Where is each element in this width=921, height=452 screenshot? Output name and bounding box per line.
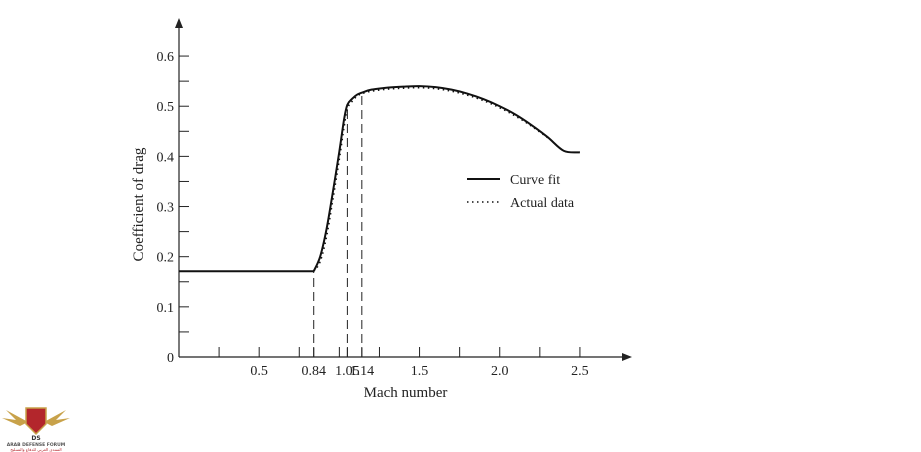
y-tick-label: 0 [167,351,174,366]
y-axis-label: Coefficient of drag [131,147,147,261]
reference-lines [313,92,363,357]
watermark-label: ARAB DEFENSE FORUM [7,442,66,448]
y-tick-label: 0.6 [157,50,175,65]
x-tick-label: 0.5 [250,364,268,379]
y-tick-label: 0.1 [157,301,175,316]
y-tick-label: 0.3 [157,201,175,216]
watermark-shield [25,407,47,436]
x-tick-label: 2.5 [571,364,589,379]
watermark-wing-right [44,410,70,426]
legend: Curve fit Actual data [467,173,575,211]
x-tick-label: 0.84 [301,364,326,379]
series-layer [179,85,581,273]
watermark-sub-label: المنتدى العربي للدفاع والتسليح [10,447,61,452]
series-curve-fit [312,85,581,272]
watermark-logo: DS ARAB DEFENSE FORUM المنتدى العربي للد… [2,407,70,452]
y-axis-arrow [175,18,183,28]
legend-label-actual-data: Actual data [510,196,575,211]
x-tick-label: 1.05 [335,364,360,379]
watermark-badge: DS [31,435,40,442]
x-tick-label: 1.5 [411,364,429,379]
legend-label-curve-fit: Curve fit [510,173,560,188]
y-tick-label: 0.2 [157,251,175,266]
series-actual-data [313,86,549,272]
x-axis-arrow [622,353,632,361]
x-axis-label: Mach number [364,385,448,401]
x-tick-label: 1.14 [350,364,375,379]
watermark-wing-left [2,410,28,426]
ticks: 0 0.1 0.2 0.3 0.4 0.5 0.6 0.5 0.84 1.051.14 1.5 2.0… [157,50,589,379]
y-tick-label: 0.4 [157,150,175,165]
y-tick-label: 0.5 [157,100,175,115]
axes [175,18,632,361]
x-tick-label: 2.0 [491,364,509,379]
